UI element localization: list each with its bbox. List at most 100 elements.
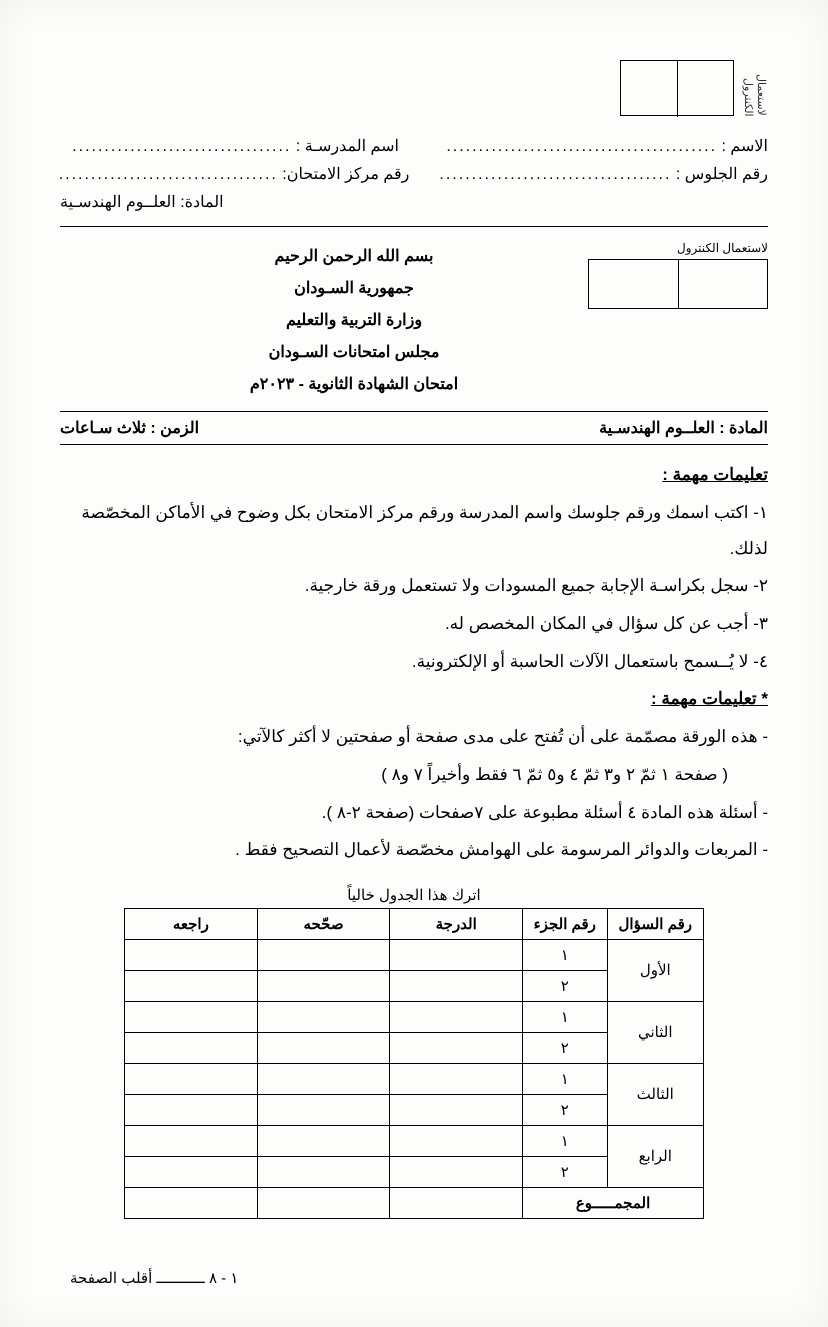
th-reviewed: راجعه: [125, 908, 258, 939]
school-field: اسم المدرسـة : .........................…: [60, 136, 399, 156]
control-side-label: لاستعمال الكنترول: [588, 241, 768, 255]
cell-q2: الثاني: [607, 1001, 704, 1063]
instruction-item: - أسئلة هذه المادة ٤ أسئلة مطبوعة على ٧ص…: [60, 795, 768, 831]
exam-page: لاستعمال الكنترول الاسم : ..............…: [0, 0, 828, 1327]
control-cells: [620, 60, 734, 116]
footer-text: ١ - ٨ ـــــــــــ أقلب الصفحة: [70, 1270, 238, 1287]
exam-line: امتحان الشهادة الثانوية - ٢٠٢٣م: [140, 369, 568, 401]
cell-empty: [390, 1063, 523, 1094]
cell-empty: [390, 1032, 523, 1063]
control-side-cells: [588, 259, 768, 309]
center-field: رقم مركز الامتحان: .....................…: [59, 164, 410, 184]
subject-text: المادة : العلــوم الهندسـية: [599, 418, 768, 438]
divider: [60, 226, 768, 227]
cell-empty: [390, 1156, 523, 1187]
cell-empty: [257, 1001, 390, 1032]
table-sum-row: المجمـــــوع: [125, 1187, 704, 1218]
ident-row-3: المادة: العلــوم الهندسـية: [60, 192, 768, 212]
republic: جمهورية السـودان: [140, 273, 568, 305]
time-text: الزمن : ثلاث سـاعات: [60, 418, 199, 438]
cell-q3: الثالث: [607, 1063, 704, 1125]
cell-part: ٢: [523, 1156, 607, 1187]
dots: ..................................: [72, 138, 291, 156]
table-row: الثالث ١: [125, 1063, 704, 1094]
instruction-item: ٣- أجب عن كل سؤال في المكان المخصص له.: [60, 606, 768, 642]
table-row: الثاني ١: [125, 1001, 704, 1032]
seat-label: رقم الجلوس :: [676, 166, 768, 183]
dots: ....................................: [439, 166, 671, 184]
instruction-item: ٤- لا يُــسمح باستعمال الآلات الحاسبة أو…: [60, 644, 768, 680]
cell-empty: [390, 939, 523, 970]
dots: ........................................…: [446, 138, 717, 156]
cell-empty: [257, 970, 390, 1001]
school-label: اسم المدرسـة :: [296, 138, 399, 155]
table-caption: اترك هذا الجدول خالياً: [60, 886, 768, 904]
page-footer: ١ - ٨ ـــــــــــ أقلب الصفحة: [60, 1269, 768, 1287]
instruction-item: - هذه الورقة مصمّمة على أن تُفتح على مدى…: [60, 719, 768, 755]
table-header-row: رقم السؤال رقم الجزء الدرجة صحّحه راجعه: [125, 908, 704, 939]
cell-empty: [257, 1125, 390, 1156]
th-grade: الدرجة: [390, 908, 523, 939]
cell-empty: [257, 1032, 390, 1063]
instruction-item: ( صفحة ١ ثمّ ٢ و٣ ثمّ ٤ و٥ ثمّ ٦ فقط وأخ…: [60, 757, 768, 793]
instructions-title: تعليمات مهمة :: [60, 465, 768, 485]
cell-empty: [257, 1063, 390, 1094]
cell-empty: [390, 1187, 523, 1218]
cell-empty: [125, 1125, 258, 1156]
control-cell: [678, 260, 768, 308]
cell-empty: [125, 1063, 258, 1094]
council: مجلس امتحانات السـودان: [140, 337, 568, 369]
cell-empty: [390, 1001, 523, 1032]
subject-time-row: المادة : العلــوم الهندسـية الزمن : ثلاث…: [60, 411, 768, 445]
cell-part: ٢: [523, 1094, 607, 1125]
cell-empty: [390, 970, 523, 1001]
cell-empty: [125, 939, 258, 970]
cell-empty: [125, 1094, 258, 1125]
cell-sum-label: المجمـــــوع: [523, 1187, 704, 1218]
blank-field: [429, 192, 768, 212]
header-center: بسم الله الرحمن الرحيم جمهورية السـودان …: [140, 241, 568, 401]
control-vertical-label: لاستعمال الكنترول: [742, 60, 768, 116]
instruction-item: ١- اكتب اسمك ورقم جلوسك واسم المدرسة ورق…: [60, 495, 768, 566]
cell-empty: [125, 1187, 258, 1218]
center-label: رقم مركز الامتحان:: [282, 166, 409, 183]
cell-empty: [257, 939, 390, 970]
cell-part: ١: [523, 1001, 607, 1032]
table-row: الأول ١: [125, 939, 704, 970]
instructions-star-title: * تعليمات مهمة :: [60, 681, 768, 717]
name-label: الاسم :: [721, 138, 768, 155]
instructions-list: ١- اكتب اسمك ورقم جلوسك واسم المدرسة ورق…: [60, 495, 768, 868]
cell-part: ١: [523, 939, 607, 970]
cell-empty: [257, 1156, 390, 1187]
cell-part: ٢: [523, 970, 607, 1001]
cell-empty: [125, 1001, 258, 1032]
th-corrected: صحّحه: [257, 908, 390, 939]
control-box-side: لاستعمال الكنترول: [588, 241, 768, 309]
control-box-top: لاستعمال الكنترول: [60, 60, 768, 116]
control-cell: [621, 61, 677, 117]
th-part: رقم الجزء: [523, 908, 607, 939]
name-field: الاسم : ................................…: [429, 136, 768, 156]
cell-part: ١: [523, 1063, 607, 1094]
cell-part: ١: [523, 1125, 607, 1156]
instruction-item: - المربعات والدوائر المرسومة على الهوامش…: [60, 832, 768, 868]
cell-empty: [125, 970, 258, 1001]
cell-empty: [390, 1094, 523, 1125]
ident-row-1: الاسم : ................................…: [60, 136, 768, 156]
control-cell: [677, 61, 733, 117]
dots: ..................................: [59, 166, 278, 184]
cell-q1: الأول: [607, 939, 704, 1001]
grading-table: رقم السؤال رقم الجزء الدرجة صحّحه راجعه …: [124, 908, 704, 1219]
control-cell: [589, 260, 678, 308]
cell-empty: [125, 1032, 258, 1063]
cell-empty: [257, 1094, 390, 1125]
cell-empty: [125, 1156, 258, 1187]
header-block: لاستعمال الكنترول بسم الله الرحمن الرحيم…: [60, 241, 768, 401]
subject-label-top: المادة: العلــوم الهندسـية: [60, 194, 224, 211]
instruction-item: ٢- سجل بكراسـة الإجابة جميع المسودات ولا…: [60, 568, 768, 604]
seat-field: رقم الجلوس : ...........................…: [439, 164, 768, 184]
cell-q4: الرابع: [607, 1125, 704, 1187]
cell-part: ٢: [523, 1032, 607, 1063]
th-question: رقم السؤال: [607, 908, 704, 939]
ident-row-2: رقم الجلوس : ...........................…: [60, 164, 768, 184]
